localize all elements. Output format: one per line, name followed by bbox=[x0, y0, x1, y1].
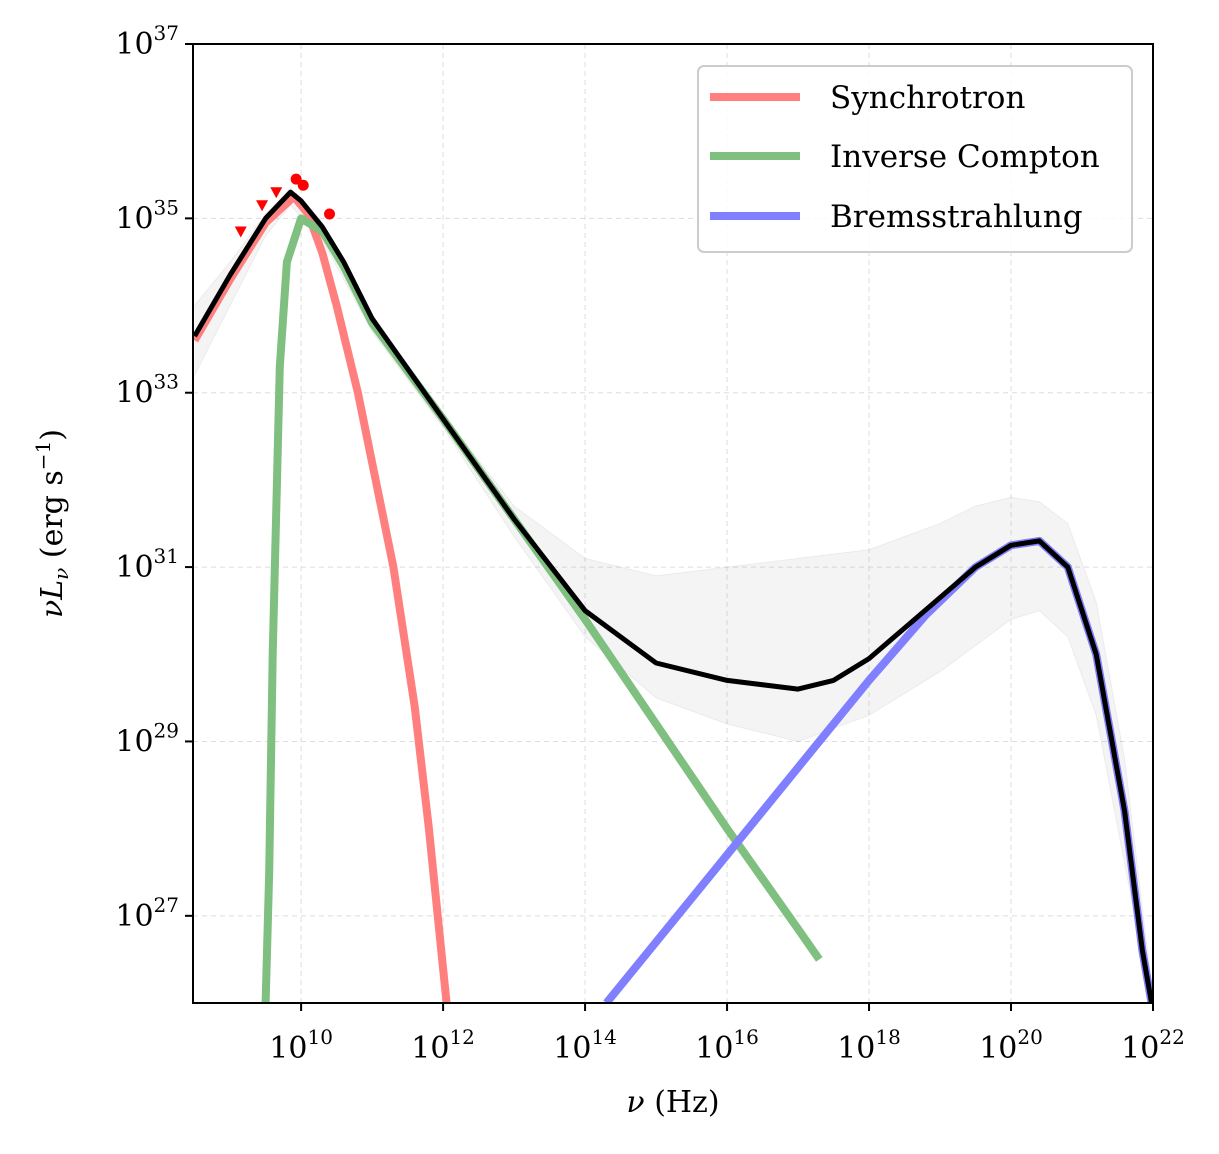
y-axis-label-close: ) bbox=[35, 429, 70, 441]
legend-label-synchrotron: Synchrotron bbox=[830, 80, 1025, 116]
x-tick-label: 1012 bbox=[411, 1025, 475, 1066]
y-axis-label-unit: (erg s bbox=[35, 470, 70, 567]
y-axis-label-var: νL bbox=[35, 580, 70, 618]
legend-box bbox=[697, 65, 1133, 253]
y-tick-label: 1033 bbox=[115, 370, 179, 411]
x-tick-label: 1010 bbox=[269, 1025, 333, 1066]
y-tick-label: 1037 bbox=[115, 21, 179, 62]
detection-marker bbox=[297, 179, 309, 191]
x-axis-ticks: 1010 1012 1014 1016 1018 1020 1022 bbox=[269, 1003, 1185, 1066]
y-tick-label: 1029 bbox=[115, 718, 179, 759]
upper-limit-marker bbox=[270, 187, 283, 199]
x-axis-label: ν (Hz) bbox=[626, 1085, 719, 1120]
plot-frame bbox=[192, 43, 1154, 1004]
legend-label-bremsstrahlung: Bremsstrahlung bbox=[830, 199, 1083, 235]
x-tick-label: 1018 bbox=[837, 1025, 901, 1066]
x-axis-label-var: ν bbox=[626, 1085, 644, 1120]
y-tick-label: 1035 bbox=[115, 195, 179, 236]
y-axis-ticks: 1027 1029 1031 1033 1035 1037 bbox=[115, 21, 193, 934]
y-tick-label: 1031 bbox=[115, 544, 179, 585]
y-axis-label-unit-sup: −1 bbox=[31, 441, 55, 470]
y-tick-label: 1027 bbox=[115, 893, 179, 934]
x-tick-label: 1014 bbox=[553, 1025, 617, 1066]
series-lines bbox=[193, 189, 1153, 1003]
y-axis-label: νLν (erg s−1) bbox=[31, 429, 73, 618]
upper-limit-marker bbox=[256, 200, 269, 212]
series-line-total bbox=[193, 189, 1153, 1003]
samples-band-fill bbox=[194, 187, 1152, 1003]
x-axis-label-unit: (Hz) bbox=[645, 1085, 720, 1120]
x-tick-label: 1016 bbox=[695, 1025, 759, 1066]
observation-points bbox=[234, 173, 336, 238]
upper-limit-marker bbox=[234, 226, 247, 238]
legend-label-inverse-compton: Inverse Compton bbox=[830, 139, 1100, 175]
x-tick-label: 1020 bbox=[979, 1025, 1043, 1066]
detection-marker bbox=[324, 208, 336, 220]
legend: Synchrotron Inverse Compton Bremsstrahlu… bbox=[697, 65, 1133, 253]
series-line-synchrotron bbox=[193, 192, 451, 1003]
y-axis-label-sub: ν bbox=[49, 568, 73, 580]
x-tick-label: 1022 bbox=[1121, 1025, 1185, 1066]
